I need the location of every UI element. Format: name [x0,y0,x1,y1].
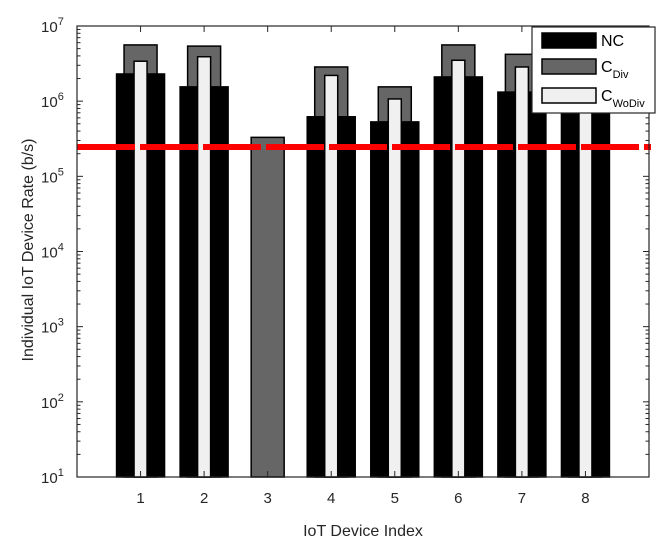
x-axis-label: IoT Device Index [303,523,423,540]
bar-c-div [250,136,285,478]
bar-c-wodiv [578,64,593,478]
bar-groups [115,44,611,478]
x-tick-label: 8 [581,490,589,507]
y-tick-label: 102 [41,392,64,412]
bar-group-3 [250,136,285,478]
y-tick-label: 105 [41,166,64,186]
x-tick-label: 6 [454,490,462,507]
bar-group-6 [433,44,484,478]
x-tick-label: 5 [391,490,399,507]
bar-group-1 [115,44,166,478]
legend-label-c-div: CDiv [601,59,629,81]
bar-group-4 [306,66,356,478]
x-tick-label: 1 [136,490,144,507]
y-tick-label: 107 [41,16,64,36]
y-tick-label: 103 [41,317,64,337]
legend-label-c-wodiv: CWoDiv [601,88,645,110]
bar-group-5 [370,86,420,478]
bar-c-wodiv [451,59,466,478]
bar-c-wodiv [133,60,148,478]
y-axis-label: Individual IoT Device Rate (b/s) [20,139,37,362]
x-tick-label: 2 [200,490,208,507]
legend-swatch-c-wodiv [541,87,597,104]
x-tick-label: 3 [263,490,271,507]
bar-c-wodiv [196,55,212,478]
legend: NC CDiv CWoDiv [531,26,656,114]
bar-group-2 [179,45,229,478]
x-tick-label: 4 [327,490,335,507]
bar-c-wodiv [387,98,403,478]
bar-c-wodiv [514,66,530,478]
legend-label-nc: NC [601,33,624,50]
legend-swatch-c-div [541,58,597,75]
tick-labels: 1 2 3 4 5 6 7 8 101 102 103 104 105 106 107 [41,16,590,507]
bar-c-wodiv [323,74,339,478]
x-tick-label: 7 [518,490,526,507]
y-tick-label: 101 [41,467,64,487]
bar-group-8 [560,51,611,478]
y-tick-label: 106 [41,91,64,111]
bar-group-7 [497,53,547,478]
legend-swatch-nc [541,32,597,49]
y-tick-label: 104 [41,242,64,262]
